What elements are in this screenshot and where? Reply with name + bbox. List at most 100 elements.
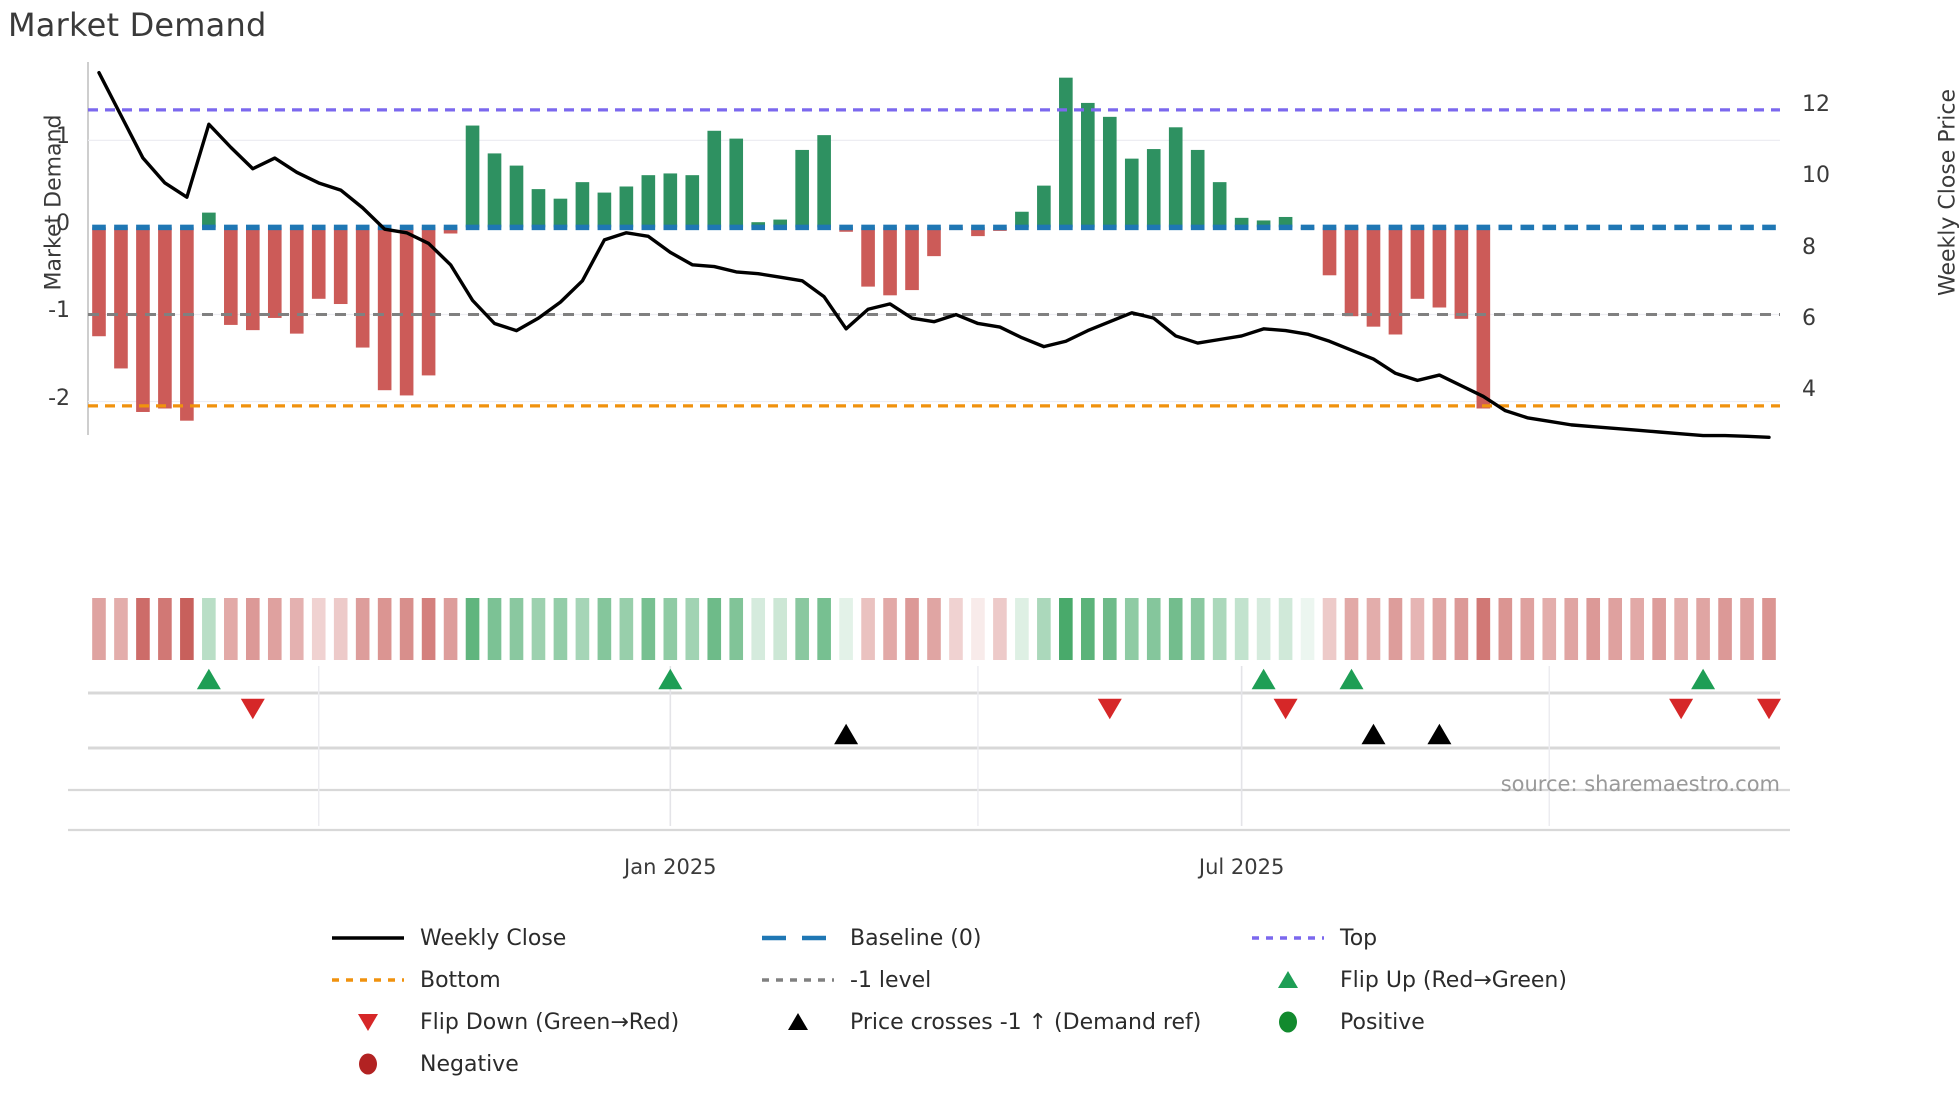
- heatmap-cell: [289, 598, 304, 660]
- heatmap-cell: [311, 598, 326, 660]
- legend-item[interactable]: Flip Down (Green→Red): [330, 1009, 760, 1035]
- heatmap-cell: [1234, 598, 1249, 660]
- demand-bar: [311, 227, 326, 299]
- chart-legend: Weekly Close Baseline (0) Top Bottom -1 leve…: [330, 925, 1730, 1077]
- demand-bar: [136, 227, 150, 412]
- y-axis-left-tick: -2: [48, 385, 70, 411]
- x-axis-tick: Jan 2025: [624, 855, 717, 879]
- demand-bar: [224, 227, 238, 325]
- legend-key: [330, 967, 406, 993]
- heatmap-cell: [1542, 598, 1557, 660]
- legend-item[interactable]: -1 level: [760, 967, 1250, 993]
- price-cross-marker: [834, 723, 859, 745]
- x-axis-tick: Jul 2025: [1198, 855, 1285, 879]
- legend-key: [760, 1009, 836, 1035]
- heatmap-cell: [1696, 598, 1710, 660]
- legend-item[interactable]: Price crosses -1 ↑ (Demand ref): [760, 1009, 1250, 1035]
- y-axis-right-tick: 6: [1802, 305, 1816, 331]
- demand-bar: [509, 165, 524, 228]
- y-axis-left-tick: 1: [56, 124, 70, 150]
- heatmap-cell: [114, 598, 128, 660]
- heatmap-cell: [817, 598, 831, 660]
- heatmap-cell: [421, 598, 436, 660]
- heatmap-cell: [1146, 598, 1161, 660]
- heatmap-cell: [883, 598, 897, 660]
- demand-bar: [1212, 182, 1227, 228]
- heatmap-cell: [1344, 598, 1359, 660]
- price-cross-marker: [1427, 723, 1452, 745]
- legend-item[interactable]: Negative: [330, 1051, 760, 1077]
- heatmap-cell: [553, 598, 568, 660]
- demand-bar: [905, 227, 919, 291]
- demand-bar: [1234, 217, 1249, 228]
- heatmap-cell: [795, 598, 809, 660]
- legend-item[interactable]: Baseline (0): [760, 925, 1250, 951]
- demand-bar: [707, 130, 722, 228]
- demand-bar: [1190, 149, 1205, 228]
- flip-up-marker: [1691, 668, 1716, 690]
- legend-item[interactable]: Top: [1250, 925, 1670, 951]
- heatmap-cell: [1630, 598, 1644, 660]
- legend-key: [1250, 967, 1326, 993]
- heatmap-cell: [1652, 598, 1666, 660]
- heatmap-cell: [1256, 598, 1271, 660]
- legend-item[interactable]: Positive: [1250, 1009, 1670, 1035]
- legend-item[interactable]: Bottom: [330, 967, 760, 993]
- demand-bar: [861, 227, 875, 287]
- heatmap-cell: [487, 598, 502, 660]
- heatmap-cell: [773, 598, 787, 660]
- demand-bar: [1454, 227, 1469, 319]
- demand-bar: [1278, 216, 1293, 228]
- legend-item[interactable]: Weekly Close: [330, 925, 760, 951]
- y-axis-right-tick: 8: [1802, 234, 1816, 260]
- heatmap-cell: [1410, 598, 1425, 660]
- demand-bar: [114, 227, 128, 369]
- heatmap-cell: [1498, 598, 1513, 660]
- demand-bar: [575, 182, 590, 228]
- heatmap-cell: [443, 598, 458, 660]
- legend-label: Flip Down (Green→Red): [420, 1009, 680, 1035]
- demand-bar: [465, 125, 480, 228]
- y-axis-left-tick: 0: [56, 211, 70, 237]
- demand-bar: [1256, 220, 1271, 228]
- heatmap-cell: [180, 598, 194, 660]
- heatmap-cell: [399, 598, 414, 660]
- flip-up-marker: [196, 668, 221, 690]
- heatmap-cell: [1322, 598, 1337, 660]
- flip-up-marker: [658, 668, 683, 690]
- legend-key-icon: [762, 978, 834, 982]
- legend-item[interactable]: Flip Up (Red→Green): [1250, 967, 1670, 993]
- demand-bar: [971, 227, 985, 237]
- demand-bar: [795, 149, 809, 228]
- demand-bar: [553, 198, 568, 228]
- page-title: Market Demand: [8, 6, 267, 44]
- heatmap-cell: [1059, 598, 1073, 660]
- heatmap-cell: [1190, 598, 1205, 660]
- legend-key-icon: [788, 1013, 808, 1030]
- flip-down-marker: [1273, 698, 1298, 720]
- heatmap-cell: [1366, 598, 1381, 660]
- heatmap-cell: [267, 598, 282, 660]
- heatmap-cell: [1278, 598, 1293, 660]
- heatmap-cell: [1454, 598, 1469, 660]
- heatmap-cell: [729, 598, 744, 660]
- demand-bar: [1322, 227, 1337, 276]
- heatmap-cell: [927, 598, 941, 660]
- heatmap-cell: [1212, 598, 1227, 660]
- heatmap-cell: [1102, 598, 1117, 660]
- legend-key: [330, 1051, 406, 1077]
- heatmap-cell: [971, 598, 985, 660]
- legend-label: Flip Up (Red→Green): [1340, 967, 1567, 993]
- demand-bar: [729, 138, 744, 228]
- demand-bar: [663, 173, 678, 228]
- heatmap-cell: [202, 598, 216, 660]
- heatmap-cell: [1388, 598, 1403, 660]
- heatmap-cell: [751, 598, 766, 660]
- demand-bar: [158, 227, 172, 409]
- legend-key: [760, 925, 836, 951]
- demand-bar: [399, 227, 414, 396]
- legend-label: Top: [1340, 925, 1378, 951]
- demand-bar: [531, 189, 546, 228]
- heatmap-cell: [377, 598, 392, 660]
